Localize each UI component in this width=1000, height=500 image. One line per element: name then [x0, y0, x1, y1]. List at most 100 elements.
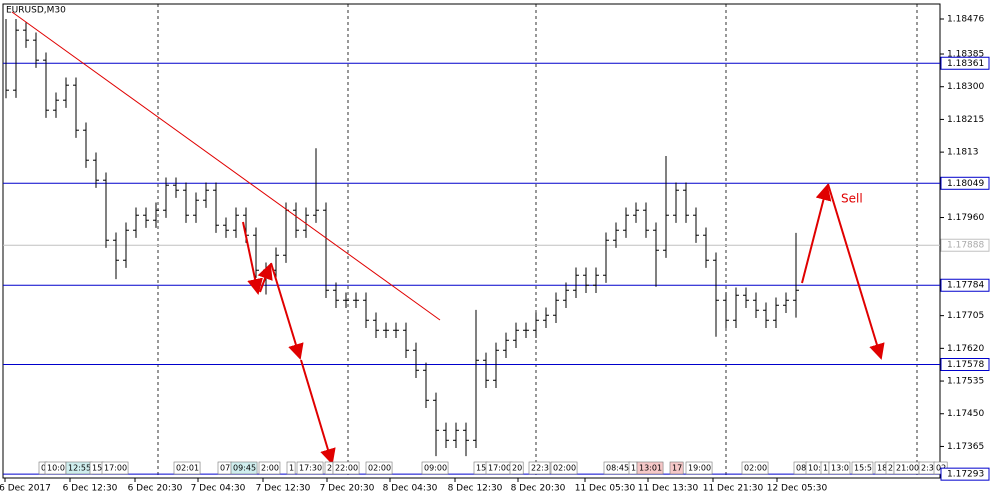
event-tag: 19:00 [688, 464, 711, 473]
event-tag-box [550, 461, 578, 475]
event-tag: 2 [327, 464, 332, 473]
event-tag: 17:30 [299, 464, 322, 473]
event-tag-box [741, 461, 769, 475]
y-tick-label: 1.18385 [947, 50, 984, 60]
event-tag: 02:01 [176, 464, 199, 473]
event-tag: 10:0 [47, 464, 65, 473]
event-tag: 02:00 [368, 464, 391, 473]
event-tag: 22:00 [335, 464, 358, 473]
event-tag-box [332, 461, 360, 475]
price-label: 1.17578 [947, 360, 984, 370]
event-tag-box [101, 461, 129, 475]
event-tag-box [365, 461, 393, 475]
event-tag-box [296, 461, 324, 475]
event-tag: 07 [220, 464, 230, 473]
trend-line [11, 11, 441, 321]
y-tick-label: 1.17365 [947, 442, 984, 452]
event-tag: 17 [672, 464, 682, 473]
event-tag: 12:55 [68, 464, 91, 473]
x-tick-label: 7 Dec 04:30 [191, 484, 246, 494]
event-tag: 09:00 [424, 464, 447, 473]
x-tick-label: 11 Dec 13:30 [638, 484, 699, 494]
price-label-box [940, 278, 990, 292]
price-label: 1.17888 [947, 241, 984, 251]
x-tick-label: 6 Dec 12:30 [63, 484, 118, 494]
price-label: 1.17784 [947, 281, 984, 291]
arrows [242, 183, 885, 465]
x-tick-label: 8 Dec 12:30 [448, 484, 503, 494]
x-tick-label: 8 Dec 20:30 [511, 484, 566, 494]
x-tick-label: 6 Dec 20:30 [128, 484, 183, 494]
chart-title: EURUSD,M30 [6, 6, 66, 16]
y-tick-label: 1.17450 [947, 409, 984, 419]
price-label-box [940, 238, 990, 252]
event-tag-box [230, 461, 258, 475]
event-tag-box [636, 461, 664, 475]
event-tag: 15 [92, 464, 102, 473]
event-tag: 0 [41, 464, 46, 473]
event-tag-box [509, 461, 524, 475]
event-tag: 02:00 [553, 464, 576, 473]
event-tag-box [685, 461, 713, 475]
x-tick-label: 6 Dec 2017 [0, 484, 51, 494]
event-tag: 17:00 [488, 464, 511, 473]
event-tag: 2 [888, 464, 893, 473]
arrow [242, 221, 263, 295]
event-tag: 1 [631, 464, 636, 473]
price-label: 1.18361 [947, 59, 984, 69]
price-label: 1.18049 [947, 179, 984, 189]
arrow [257, 263, 273, 293]
price-label-box [940, 467, 990, 481]
event-tag: 18 [877, 464, 887, 473]
y-tick-label: 1.18215 [947, 115, 984, 125]
event-tag: 13:0 [831, 464, 849, 473]
price-label-box [940, 176, 990, 190]
event-tag: 08 [796, 464, 806, 473]
y-tick-label: 1.18476 [947, 15, 984, 25]
event-tag-box [528, 461, 551, 475]
event-tag: 02:00 [744, 464, 767, 473]
y-tick-label: 1.17620 [947, 344, 984, 354]
y-tick-label: 1.17705 [947, 311, 984, 321]
x-tick-label: 8 Dec 04:30 [383, 484, 438, 494]
event-tag: 15 [476, 464, 486, 473]
event-tag: 1 [823, 464, 828, 473]
y-tick-label: 1.18300 [947, 82, 984, 92]
plot-frame [2, 3, 941, 479]
event-tag: 08:45 [606, 464, 629, 473]
event-tag: 1 [289, 464, 294, 473]
event-tag-box [286, 461, 296, 475]
x-tick-label: 12 Dec 05:30 [767, 484, 828, 494]
price-label-box [940, 56, 990, 70]
event-tag-box [421, 461, 449, 475]
event-tag: 10: [808, 464, 821, 473]
event-tags: 0 10:0 12:55 15 17:00 02:01 07 09:45 2:00 1 17:30 2… [38, 461, 948, 475]
event-tag-box [669, 461, 684, 475]
y-tick-label: 1.1813 [947, 148, 979, 158]
background-layer [3, 4, 940, 478]
event-tag: 2:3 [921, 464, 934, 473]
arrow [827, 183, 885, 360]
event-tag-box [851, 461, 874, 475]
x-tick-label: 11 Dec 21:30 [703, 484, 764, 494]
event-tag: 15:5 [854, 464, 872, 473]
arrow [270, 262, 304, 360]
event-tag: 09:45 [233, 464, 256, 473]
event-tag: 20 [512, 464, 522, 473]
event-tag: 2:00 [261, 464, 279, 473]
bars-layer [5, 19, 799, 457]
event-tag-box [258, 461, 281, 475]
y-tick-label: 1.17960 [947, 213, 984, 223]
x-tick-label: 7 Dec 12:30 [256, 484, 311, 494]
x-tick-label: 11 Dec 05:30 [575, 484, 636, 494]
arrow [801, 184, 832, 284]
price-label: 1.17293 [947, 470, 984, 480]
event-tag: 17:00 [104, 464, 127, 473]
y-tick-label: 1.17535 [947, 377, 984, 387]
event-tag: 21:00 [896, 464, 919, 473]
event-tag: 22:3 [531, 464, 549, 473]
event-tag-box [173, 461, 201, 475]
event-tag-box [828, 461, 851, 475]
price-label-box [940, 358, 990, 372]
